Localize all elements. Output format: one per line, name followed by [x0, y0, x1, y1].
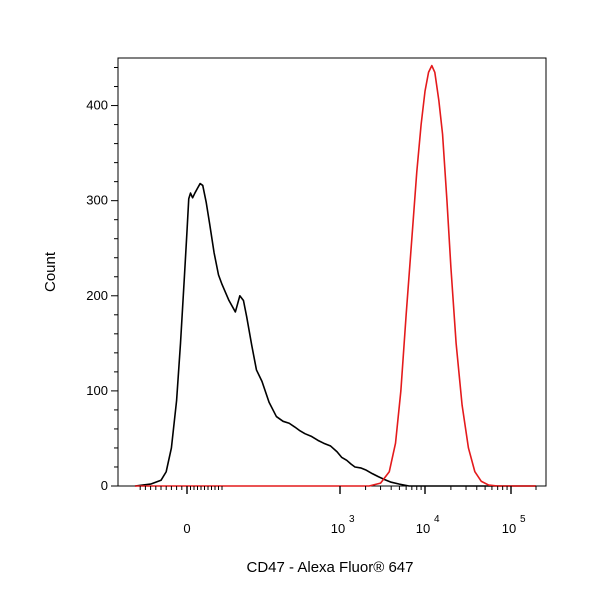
x-tick-base: 10 [331, 521, 345, 536]
x-axis: 0 10 3 10 4 10 5 [139, 486, 537, 536]
x-tick-base: 0 [183, 521, 190, 536]
histogram-curves [134, 64, 536, 487]
x-tick-label: 10 3 [331, 514, 355, 536]
x-tick-base: 10 [416, 521, 430, 536]
x-tick-label: 10 5 [502, 514, 526, 536]
y-tick-label: 400 [86, 98, 108, 113]
y-tick-label: 200 [86, 288, 108, 303]
x-tick-exponent: 4 [434, 514, 440, 525]
x-tick-exponent: 3 [349, 514, 355, 525]
y-tick-label: 0 [101, 478, 108, 493]
x-tick-label: 10 4 [416, 514, 440, 536]
y-axis: 0 100 200 300 400 [86, 67, 118, 493]
plot-frame [117, 57, 547, 487]
y-tick-label: 100 [86, 383, 108, 398]
x-tick-base: 10 [502, 521, 516, 536]
histogram-series-2 [135, 64, 536, 487]
x-axis-label: CD47 - Alexa Fluor® 647 [247, 559, 414, 576]
y-tick-label: 300 [86, 193, 108, 208]
histogram-series-1 [134, 182, 536, 487]
x-tick-exponent: 5 [520, 514, 526, 525]
x-tick-label: 0 [183, 521, 190, 536]
y-axis-label: Count [42, 251, 59, 292]
